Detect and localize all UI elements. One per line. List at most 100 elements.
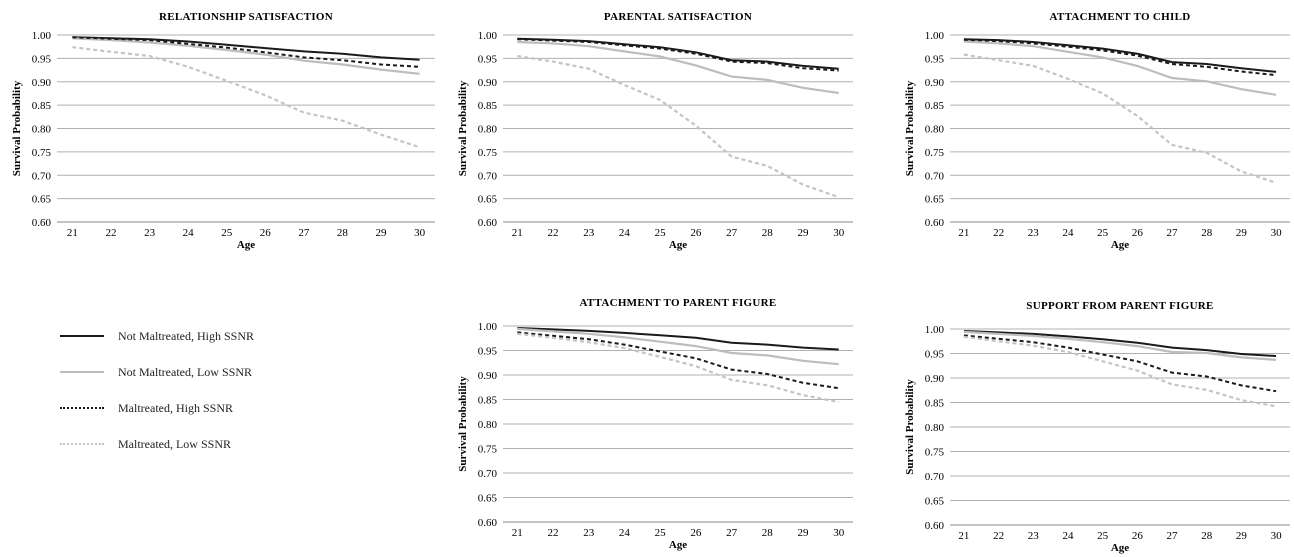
x-tick-label: 23 xyxy=(1028,227,1040,239)
x-tick-label: 26 xyxy=(690,527,702,539)
legend-label: Maltreated, Low SSNR xyxy=(118,437,231,452)
y-tick-label: 0.85 xyxy=(925,398,945,410)
y-tick-label: 0.70 xyxy=(925,471,945,483)
x-tick-label: 28 xyxy=(762,527,774,539)
legend-swatch xyxy=(60,443,104,445)
x-tick-label: 25 xyxy=(655,227,667,239)
y-tick-label: 0.70 xyxy=(925,170,945,182)
x-tick-label: 22 xyxy=(993,227,1004,239)
y-tick-label: 0.60 xyxy=(478,217,498,229)
y-tick-label: 0.85 xyxy=(32,100,52,112)
x-axis-label: Age xyxy=(237,239,255,251)
x-tick-label: 27 xyxy=(726,227,738,239)
series-line xyxy=(964,42,1276,95)
x-tick-label: 21 xyxy=(958,227,969,239)
y-tick-label: 0.65 xyxy=(925,496,945,508)
x-tick-label: 26 xyxy=(1132,530,1144,542)
legend: Not Maltreated, High SSNR Not Maltreated… xyxy=(60,318,254,462)
x-tick-label: 28 xyxy=(762,227,774,239)
x-tick-label: 24 xyxy=(619,527,631,539)
x-tick-label: 21 xyxy=(512,527,523,539)
y-tick-label: 0.70 xyxy=(478,170,498,182)
y-tick-label: 0.65 xyxy=(925,194,945,206)
series-line xyxy=(517,332,838,388)
y-tick-label: 1.00 xyxy=(478,321,498,333)
x-tick-label: 23 xyxy=(583,527,595,539)
legend-label: Not Maltreated, Low SSNR xyxy=(118,365,252,380)
y-tick-label: 0.60 xyxy=(925,217,945,229)
x-tick-label: 30 xyxy=(1271,530,1283,542)
y-tick-label: 0.85 xyxy=(478,395,498,407)
x-tick-label: 29 xyxy=(798,527,810,539)
y-tick-label: 1.00 xyxy=(32,30,52,42)
x-tick-label: 21 xyxy=(67,227,78,239)
y-tick-label: 0.90 xyxy=(925,373,945,385)
x-axis-label: Age xyxy=(1111,239,1129,251)
legend-label: Not Maltreated, High SSNR xyxy=(118,329,254,344)
x-axis-label: Age xyxy=(1111,542,1129,554)
y-tick-label: 0.60 xyxy=(32,217,52,229)
x-tick-label: 22 xyxy=(548,527,559,539)
series-line xyxy=(964,55,1276,183)
legend-item: Not Maltreated, Low SSNR xyxy=(60,354,254,390)
y-tick-label: 0.80 xyxy=(925,422,945,434)
x-tick-label: 26 xyxy=(690,227,702,239)
chart-title: ATTACHMENT TO PARENT FIGURE xyxy=(579,297,776,309)
y-tick-label: 0.60 xyxy=(925,520,945,532)
series-line xyxy=(517,56,838,197)
x-tick-label: 24 xyxy=(1062,227,1074,239)
x-tick-label: 22 xyxy=(993,530,1004,542)
chart-title: SUPPORT FROM PARENT FIGURE xyxy=(1026,300,1213,312)
chart-panel: RELATIONSHIP SATISFACTION 0.60 0.65 0.70 0.7… xyxy=(11,11,435,251)
x-tick-label: 24 xyxy=(1062,530,1074,542)
x-tick-label: 30 xyxy=(414,227,426,239)
legend-swatch xyxy=(60,407,104,409)
y-tick-label: 0.80 xyxy=(32,124,52,136)
y-tick-label: 0.90 xyxy=(32,77,52,89)
x-tick-label: 29 xyxy=(1236,227,1248,239)
x-tick-label: 25 xyxy=(221,227,233,239)
x-tick-label: 24 xyxy=(183,227,195,239)
y-tick-label: 1.00 xyxy=(478,30,498,42)
x-tick-label: 26 xyxy=(260,227,272,239)
y-tick-label: 0.75 xyxy=(925,147,945,159)
y-tick-label: 1.00 xyxy=(925,324,945,336)
x-tick-label: 22 xyxy=(548,227,559,239)
x-tick-label: 26 xyxy=(1132,227,1144,239)
y-tick-label: 0.90 xyxy=(925,77,945,89)
y-tick-label: 0.70 xyxy=(32,170,52,182)
x-tick-label: 23 xyxy=(144,227,156,239)
x-tick-label: 24 xyxy=(619,227,631,239)
y-tick-label: 0.95 xyxy=(478,346,498,358)
y-axis-label: Survival Probability xyxy=(457,80,469,176)
x-tick-label: 25 xyxy=(1097,530,1109,542)
chart-title: PARENTAL SATISFACTION xyxy=(604,11,752,23)
y-tick-label: 0.60 xyxy=(478,517,498,529)
chart-title: RELATIONSHIP SATISFACTION xyxy=(159,11,333,23)
y-tick-label: 0.85 xyxy=(925,100,945,112)
series-line xyxy=(517,39,838,69)
chart-panel: PARENTAL SATISFACTION 0.60 0.65 0.70 0.75 0.8… xyxy=(457,11,853,251)
x-tick-label: 29 xyxy=(376,227,388,239)
legend-swatch xyxy=(60,335,104,337)
legend-swatch xyxy=(60,371,104,373)
x-tick-label: 23 xyxy=(1028,530,1040,542)
y-tick-label: 0.80 xyxy=(478,124,498,136)
x-tick-label: 27 xyxy=(1167,530,1179,542)
legend-item: Maltreated, High SSNR xyxy=(60,390,254,426)
x-tick-label: 22 xyxy=(106,227,117,239)
x-tick-label: 30 xyxy=(1271,227,1283,239)
y-tick-label: 0.75 xyxy=(478,147,498,159)
legend-item: Not Maltreated, High SSNR xyxy=(60,318,254,354)
y-tick-label: 0.90 xyxy=(478,77,498,89)
x-tick-label: 25 xyxy=(655,527,667,539)
y-tick-label: 1.00 xyxy=(925,30,945,42)
y-tick-label: 0.95 xyxy=(925,349,945,361)
x-tick-label: 28 xyxy=(337,227,349,239)
y-axis-label: Survival Probability xyxy=(904,80,916,176)
y-tick-label: 0.65 xyxy=(32,194,52,206)
chart-title: ATTACHMENT TO CHILD xyxy=(1050,11,1191,23)
x-tick-label: 21 xyxy=(958,530,969,542)
x-tick-label: 29 xyxy=(1236,530,1248,542)
